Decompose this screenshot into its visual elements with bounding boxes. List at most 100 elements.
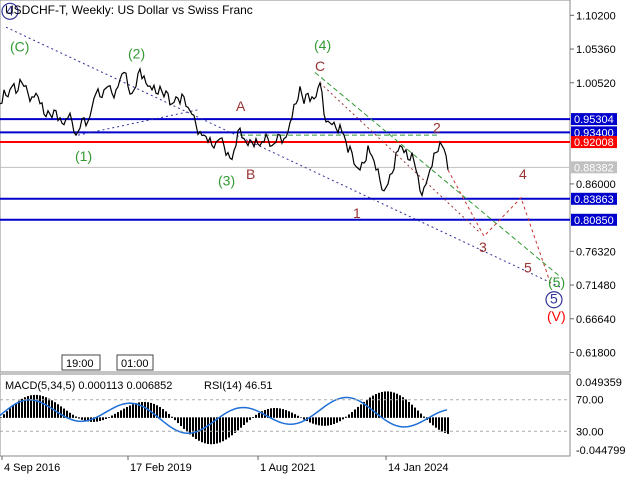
macd-bar bbox=[303, 417, 305, 420]
macd-bar bbox=[33, 394, 35, 418]
macd-bar bbox=[441, 417, 443, 432]
macd-bar bbox=[267, 408, 269, 418]
macd-bar bbox=[258, 412, 260, 418]
x-axis: 4 Sep 2016 17 Feb 2019 1 Aug 2021 14 Jan 20… bbox=[1, 456, 449, 474]
wave-circle-15 bbox=[545, 291, 563, 309]
macd-bar bbox=[255, 414, 257, 418]
macd-bar bbox=[144, 401, 146, 418]
macd-bar bbox=[96, 417, 98, 422]
macd-bar bbox=[288, 411, 290, 418]
wave-label-13: 5 bbox=[524, 259, 532, 275]
macd-bar bbox=[273, 408, 275, 418]
macd-bar bbox=[375, 394, 377, 418]
macd-bar bbox=[60, 406, 62, 418]
macd-bar bbox=[78, 417, 80, 419]
macd-bottom-tick: -0.044799 bbox=[576, 445, 626, 457]
macd-bar bbox=[180, 417, 182, 427]
macd-bar bbox=[309, 417, 311, 423]
macd-bar bbox=[174, 417, 176, 421]
macd-bar bbox=[69, 412, 71, 418]
macd-top-tick: 0.049359 bbox=[576, 377, 622, 389]
macd-bar bbox=[42, 396, 44, 418]
macd-bar bbox=[129, 405, 131, 418]
macd-bar bbox=[153, 403, 155, 418]
macd-bar bbox=[432, 417, 434, 426]
macd-bar bbox=[312, 417, 314, 424]
macd-bar bbox=[0, 417, 2, 418]
macd-bar bbox=[396, 393, 398, 418]
macd-bar bbox=[228, 417, 230, 438]
level-tag-bg-1 bbox=[571, 126, 617, 139]
macd-bar bbox=[84, 417, 86, 421]
macd-bar bbox=[438, 417, 440, 430]
macd-bar bbox=[417, 410, 419, 418]
macd-bar bbox=[243, 417, 245, 426]
macd-bar bbox=[246, 417, 248, 423]
macd-bar bbox=[117, 412, 119, 418]
macd-bar bbox=[336, 417, 338, 423]
macd-bar bbox=[393, 392, 395, 418]
macd-bar bbox=[321, 417, 323, 426]
macd-bar bbox=[234, 417, 236, 433]
wave-label-5: B bbox=[246, 166, 255, 182]
macd-bar bbox=[183, 417, 185, 429]
macd-bar bbox=[135, 403, 137, 418]
macd-bar bbox=[165, 411, 167, 418]
session-marker-1: 19:00 bbox=[66, 358, 94, 370]
macd-bar bbox=[102, 417, 104, 421]
macd-bar bbox=[429, 417, 431, 423]
forecast-path bbox=[447, 169, 552, 286]
y-axis: 0.953040.934000.920080.883820.838630.808… bbox=[570, 10, 617, 359]
wave-label-7: (4) bbox=[314, 37, 331, 53]
macd-bar bbox=[171, 416, 173, 418]
wave-label-14: (5) bbox=[548, 274, 565, 290]
macd-bar bbox=[21, 398, 23, 418]
macd-bar bbox=[63, 408, 65, 418]
macd-bar bbox=[357, 406, 359, 418]
macd-bar bbox=[138, 402, 140, 418]
macd-bar bbox=[108, 417, 110, 418]
macd-bar bbox=[132, 404, 134, 418]
session-marker-box-1 bbox=[61, 354, 101, 371]
macd-bar bbox=[414, 407, 416, 418]
macd-bar bbox=[198, 417, 200, 441]
macd-bar bbox=[189, 417, 191, 435]
macd-bar bbox=[447, 417, 449, 434]
macd-bar bbox=[210, 417, 212, 445]
macd-bar bbox=[333, 417, 335, 425]
macd-bar bbox=[57, 404, 59, 418]
macd-bar bbox=[390, 391, 392, 418]
macd-bar bbox=[378, 392, 380, 418]
macd-bar bbox=[297, 415, 299, 418]
wave-label-11: 3 bbox=[479, 239, 487, 255]
macd-bar bbox=[318, 417, 320, 426]
macd-bar bbox=[363, 401, 365, 418]
macd-bar bbox=[315, 417, 317, 425]
trend-line-0 bbox=[5, 26, 561, 288]
macd-bar bbox=[219, 417, 221, 443]
macd-bar bbox=[345, 416, 347, 418]
macd-bar bbox=[444, 417, 446, 433]
macd-bar bbox=[324, 417, 326, 426]
macd-bar bbox=[162, 409, 164, 418]
macd-bar bbox=[300, 417, 302, 418]
macd-bar bbox=[27, 396, 29, 418]
wave-label-1: (C) bbox=[10, 39, 29, 55]
macd-bar bbox=[114, 413, 116, 418]
wave-label-10: 2 bbox=[433, 119, 441, 135]
macd-bar bbox=[387, 391, 389, 418]
macd-bar bbox=[261, 411, 263, 418]
level-tag-bg-0 bbox=[571, 113, 617, 126]
macd-bar bbox=[405, 399, 407, 418]
trend-line-1 bbox=[77, 108, 201, 136]
macd-bar bbox=[354, 409, 356, 418]
macd-bar bbox=[9, 408, 11, 418]
y-tick-13: 0.61800 bbox=[576, 347, 616, 359]
macd-bar bbox=[45, 397, 47, 418]
chart-title: USDCHF-T, Weekly: US Dollar vs Swiss Fra… bbox=[5, 3, 253, 17]
y-tick-10: 0.76320 bbox=[576, 246, 616, 258]
macd-bar bbox=[249, 417, 251, 420]
macd-bar bbox=[294, 414, 296, 418]
